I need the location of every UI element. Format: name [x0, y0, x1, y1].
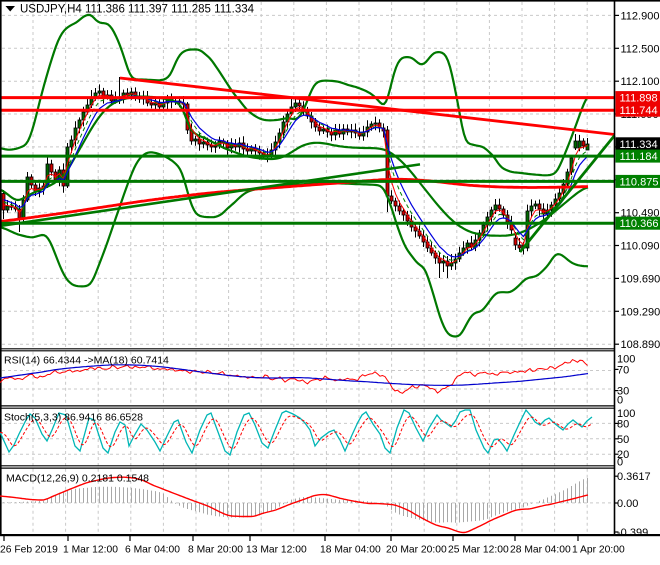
svg-text:111.744: 111.744 [620, 105, 658, 117]
svg-text:110.366: 110.366 [620, 218, 659, 230]
svg-text:112.100: 112.100 [621, 76, 660, 88]
svg-text:28 Mar 04:00: 28 Mar 04:00 [510, 545, 571, 556]
svg-text:Stoch(5,3,3) 86.9416 86.6528: Stoch(5,3,3) 86.9416 86.6528 [4, 412, 143, 424]
svg-text:0.00: 0.00 [617, 498, 638, 510]
svg-text:6 Mar 04:00: 6 Mar 04:00 [125, 545, 180, 556]
svg-text:MACD(12,26,9) 0.2181 0.1548: MACD(12,26,9) 0.2181 0.1548 [6, 473, 149, 485]
svg-text:0.3617: 0.3617 [617, 471, 651, 483]
svg-text:13 Mar 12:00: 13 Mar 12:00 [246, 545, 307, 556]
svg-text:112.500: 112.500 [621, 43, 660, 55]
svg-text:111.898: 111.898 [620, 93, 658, 105]
svg-text:80: 80 [617, 418, 629, 430]
svg-text:109.690: 109.690 [621, 273, 660, 285]
svg-text:-0.399: -0.399 [617, 527, 648, 539]
svg-text:110.090: 110.090 [621, 241, 660, 253]
svg-text:111.184: 111.184 [620, 151, 658, 163]
svg-text:112.900: 112.900 [621, 10, 660, 22]
svg-text:20 Mar 20:00: 20 Mar 20:00 [386, 545, 447, 556]
svg-text:USDJPY,H4 111.386 111.397 111: USDJPY,H4 111.386 111.397 111.285 111.33… [20, 4, 255, 16]
svg-text:1 Apr 20:00: 1 Apr 20:00 [572, 545, 625, 556]
svg-text:25 Mar 12:00: 25 Mar 12:00 [448, 545, 509, 556]
svg-text:8 Mar 20:00: 8 Mar 20:00 [188, 545, 243, 556]
svg-text:108.890: 108.890 [621, 339, 660, 351]
svg-text:26 Feb 2019: 26 Feb 2019 [0, 545, 58, 556]
svg-text:50: 50 [617, 434, 629, 446]
svg-text:0: 0 [617, 457, 623, 469]
svg-text:111.334: 111.334 [620, 139, 658, 151]
svg-text:110.875: 110.875 [620, 176, 659, 188]
svg-text:109.290: 109.290 [621, 306, 660, 318]
svg-text:0: 0 [617, 395, 623, 407]
svg-text:RSI(14) 66.4344 ->MA(18) 60.7: RSI(14) 66.4344 ->MA(18) 60.7414 [4, 355, 169, 367]
svg-text:1 Mar 12:00: 1 Mar 12:00 [63, 545, 118, 556]
svg-text:18 Mar 04:00: 18 Mar 04:00 [320, 545, 381, 556]
svg-text:70: 70 [617, 364, 629, 376]
